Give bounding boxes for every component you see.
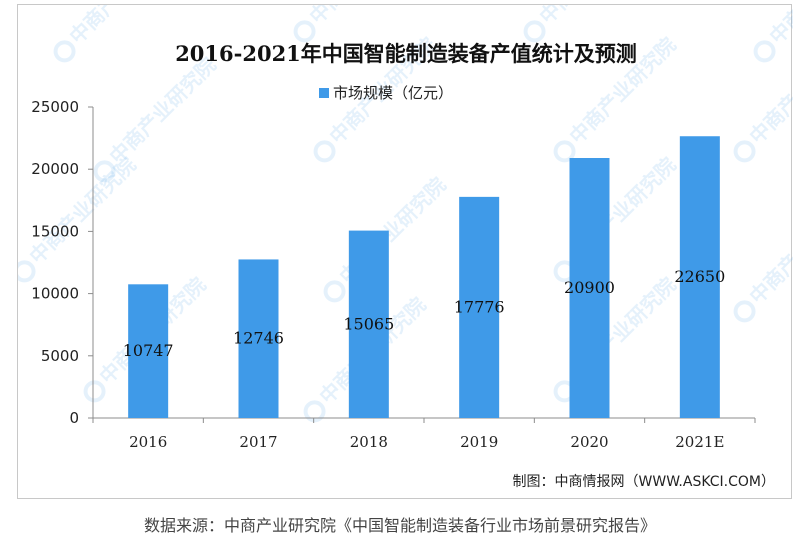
watermark-stamp: 中商产业研究院 — [293, 5, 421, 43]
watermark-stamp: 中商产业研究院 — [53, 5, 181, 63]
svg-text:中商产业研究院: 中商产业研究院 — [535, 5, 651, 29]
bars-group — [128, 136, 720, 418]
data-label-2021E: 22650 — [674, 267, 725, 286]
y-tick-label: 15000 — [31, 222, 79, 240]
x-tick-label: 2021E — [675, 433, 724, 451]
y-tick-label: 0 — [69, 409, 79, 427]
chart-title: 2016-2021年中国智能制造装备产值统计及预测 — [175, 41, 637, 66]
data-label-2017: 12746 — [233, 329, 284, 348]
x-axis: 2016 2017 2018 2019 2020 2021E — [92, 418, 756, 451]
watermark-stamp: 中商产业研究院 — [733, 193, 793, 323]
data-label-2020: 20900 — [564, 278, 615, 297]
x-tick-label: 2018 — [350, 433, 388, 451]
watermark-stamp: 中商产业研究院 — [753, 5, 793, 63]
svg-text:中商产业研究院: 中商产业研究院 — [745, 193, 793, 309]
svg-text:中商产业研究院: 中商产业研究院 — [105, 53, 221, 169]
y-tick-label: 5000 — [41, 347, 79, 365]
legend-label: 市场规模（亿元） — [333, 84, 453, 102]
watermark-stamp: 中商产业研究院 — [523, 5, 651, 43]
watermark-stamp: 中商产业研究院 — [93, 53, 221, 183]
watermark-stamp: 中商产业研究院 — [553, 153, 681, 283]
chart-credit: 制图：中商情报网（WWW.ASKCI.COM） — [513, 474, 775, 490]
data-label-2018: 15065 — [343, 314, 394, 333]
bar-2018 — [348, 230, 389, 418]
bar-2019 — [459, 196, 500, 418]
x-tick-label: 2020 — [570, 433, 608, 451]
bar-2021E — [679, 136, 720, 418]
x-tick-label: 2017 — [239, 433, 277, 451]
data-label-2019: 17776 — [454, 297, 505, 316]
bar-2020 — [569, 158, 610, 418]
watermark-stamp: 中商产业研究院 — [733, 33, 793, 163]
legend-swatch — [319, 88, 329, 98]
data-label-2016: 10747 — [123, 341, 174, 360]
svg-text:中商产业研究院: 中商产业研究院 — [745, 33, 793, 149]
chart-frame: 中商产业研究院 中商产业研究院 中商产业研究院 中商产业研究院 中商产业研究院 中商产业研… — [17, 4, 793, 499]
y-tick-label: 10000 — [31, 285, 79, 303]
y-tick-label: 25000 — [31, 98, 79, 116]
x-tick-label: 2019 — [460, 433, 498, 451]
y-axis: 0 5000 10000 15000 20000 25000 — [31, 98, 94, 427]
x-tick-label: 2016 — [129, 433, 167, 451]
svg-text:中商产业研究院: 中商产业研究院 — [65, 5, 181, 49]
source-caption: 数据来源：中商产业研究院《中国智能制造装备行业市场前景研究报告》 — [143, 516, 656, 535]
data-labels-group: 10747 12746 15065 17776 20900 22650 — [123, 267, 726, 360]
bar-2017 — [238, 259, 279, 418]
svg-text:中商产业研究院: 中商产业研究院 — [305, 5, 421, 29]
bar-2016 — [128, 284, 169, 418]
y-tick-label: 20000 — [31, 160, 79, 178]
